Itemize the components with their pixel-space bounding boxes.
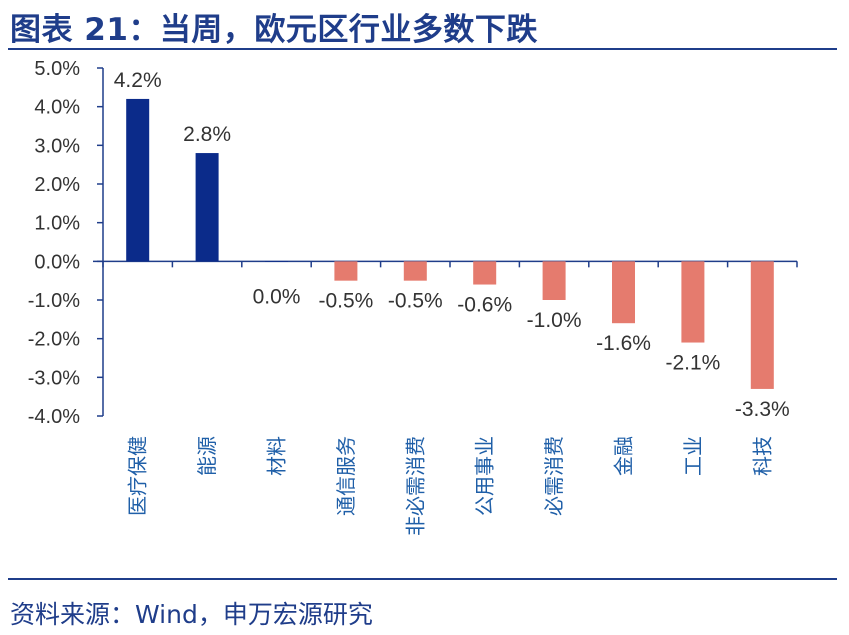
y-tick-label: -3.0% <box>28 367 80 389</box>
data-label: -1.0% <box>527 309 582 332</box>
category-labels: 医疗保健 能源 材料 通信服务 非必需消费 公用事业 必需消费 金融 工业 科技 <box>126 436 775 536</box>
category-label: 金融 <box>612 436 636 476</box>
bar-2 <box>195 153 219 262</box>
category-label: 材料 <box>265 436 289 476</box>
value-labels: 4.2% 2.8% 0.0% -0.5% -0.5% -0.6% -1.0% -1.6% -2.… <box>114 69 790 421</box>
category-label: 非必需消费 <box>403 436 427 536</box>
y-tick-label: 1.0% <box>34 213 80 235</box>
bar-8 <box>612 261 635 324</box>
y-axis: 5.0% 4.0% 3.0% 2.0% 1.0% 0.0% -1.0% -2.0% -3.0% -… <box>28 58 104 428</box>
bar-9 <box>681 261 705 343</box>
bar-chart: 5.0% 4.0% 3.0% 2.0% 1.0% 0.0% -1.0% -2.0% -3.0% -… <box>28 58 798 536</box>
title-divider <box>8 48 837 50</box>
category-label: 必需消费 <box>542 436 566 516</box>
data-label: -2.1% <box>665 352 720 375</box>
bar-3 <box>265 261 288 262</box>
category-label: 科技 <box>750 436 774 476</box>
data-label: -3.3% <box>735 398 790 421</box>
y-tick-label: -2.0% <box>28 329 80 351</box>
bar-7 <box>542 261 566 300</box>
category-label: 工业 <box>681 436 705 476</box>
y-tick-label: 3.0% <box>34 135 80 157</box>
footer-divider <box>8 578 837 580</box>
y-tick-label: 5.0% <box>34 58 80 80</box>
bar-4 <box>334 261 358 281</box>
y-tick-label: -4.0% <box>28 406 80 428</box>
bar-5 <box>403 261 427 281</box>
data-label: -0.5% <box>388 290 443 313</box>
category-label: 通信服务 <box>334 436 358 516</box>
category-label: 医疗保健 <box>126 436 150 516</box>
bars <box>126 98 774 389</box>
bar-10 <box>750 261 774 389</box>
chart-title: 图表 21：当周，欧元区行业多数下跌 <box>10 12 538 48</box>
data-label: 2.8% <box>183 123 231 146</box>
y-tick-label: 4.0% <box>34 97 80 119</box>
y-tick-label: 0.0% <box>34 251 80 273</box>
y-tick-label: 2.0% <box>34 174 80 196</box>
data-label: 4.2% <box>114 69 162 92</box>
data-label: -0.5% <box>318 290 373 313</box>
data-label: 0.0% <box>253 285 301 308</box>
bar-6 <box>473 261 497 285</box>
data-label: -0.6% <box>457 294 512 317</box>
category-label: 能源 <box>195 436 219 476</box>
bar-1 <box>126 98 150 262</box>
source-note: 资料来源：Wind，申万宏源研究 <box>10 600 373 629</box>
data-label: -1.6% <box>596 332 651 355</box>
y-tick-label: -1.0% <box>28 290 80 312</box>
category-label: 公用事业 <box>473 436 497 516</box>
